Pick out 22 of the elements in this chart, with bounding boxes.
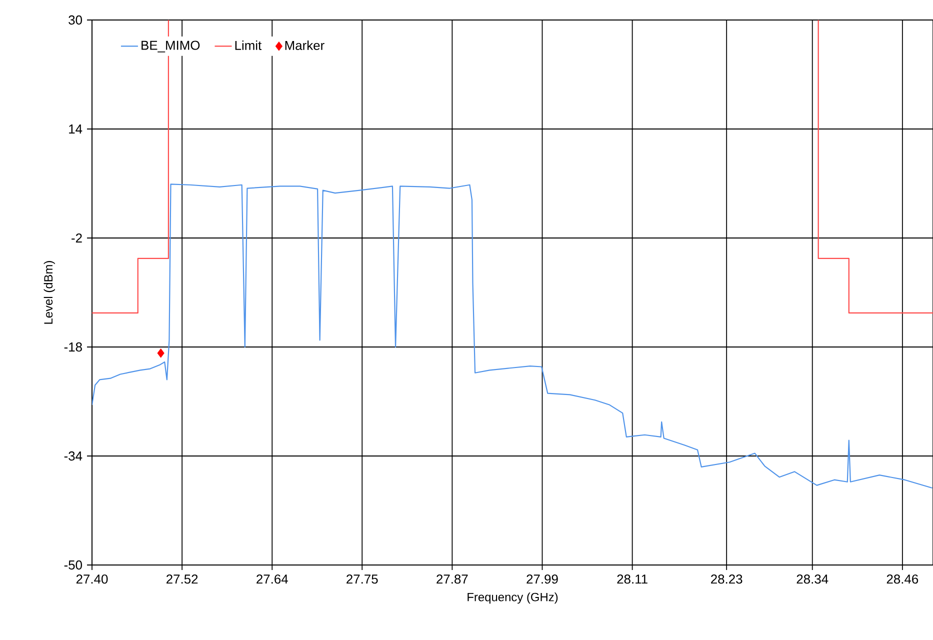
y-tick-label: -50 xyxy=(64,560,82,570)
legend-label: BE_MIMO xyxy=(142,40,200,52)
y-tick-label: 14 xyxy=(69,124,82,134)
legend-label: Limit xyxy=(235,40,262,50)
y-tick-label: -34 xyxy=(64,451,82,461)
x-tick-label: 28.34 xyxy=(796,574,828,584)
x-tick-label: 27.52 xyxy=(166,574,198,584)
x-tick-label: 27.87 xyxy=(436,574,468,584)
x-tick-label: 27.64 xyxy=(256,574,288,584)
y-tick-label: -18 xyxy=(64,342,82,352)
x-tick-label: 27.75 xyxy=(346,574,378,584)
x-tick-label: 28.46 xyxy=(886,574,918,584)
x-tick-label: 28.23 xyxy=(711,574,742,584)
x-tick-label: 28.11 xyxy=(617,574,648,584)
line-series xyxy=(92,184,933,489)
x-axis-title: Frequency (GHz) xyxy=(468,592,558,604)
y-tick-label: 30 xyxy=(68,15,82,25)
x-tick-label: 27.99 xyxy=(526,574,558,584)
y-axis-title: Level (dBm) xyxy=(44,261,55,324)
x-tick-label: 27.40 xyxy=(76,574,108,584)
y-tick-label: -2 xyxy=(72,233,82,243)
legend-label: Marker xyxy=(285,40,324,50)
